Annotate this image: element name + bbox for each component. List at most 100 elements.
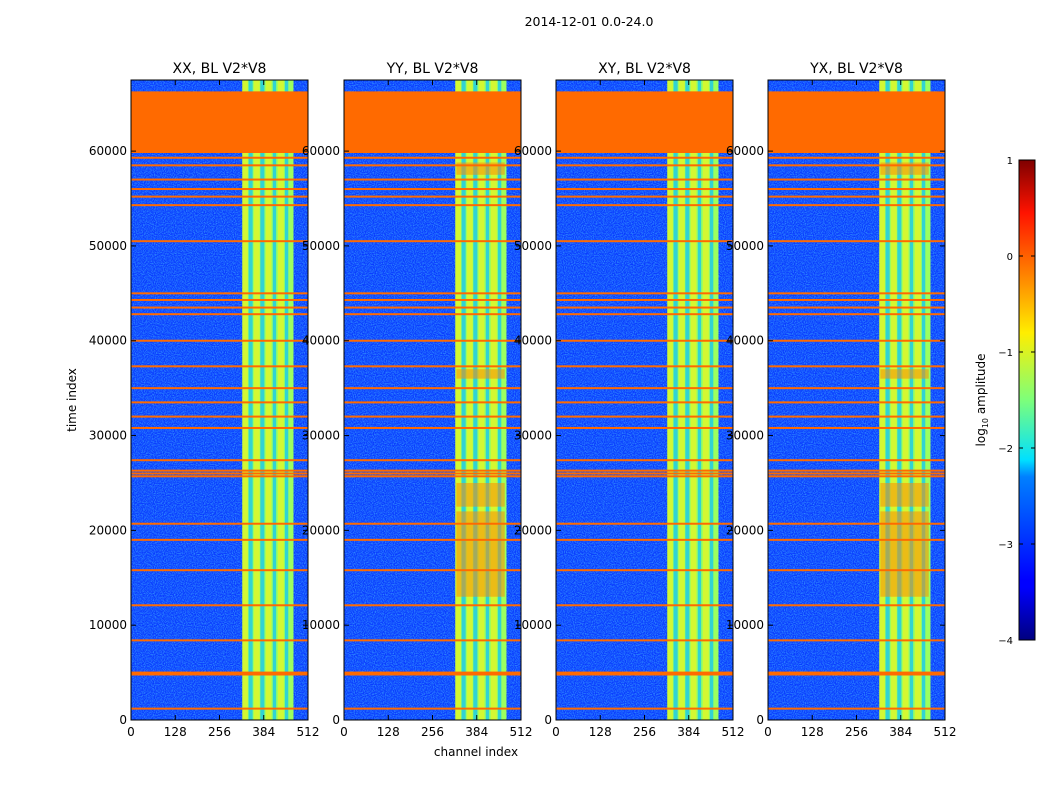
signal-band-gap <box>697 80 702 720</box>
panel-title: YY, BL V2*V8 <box>386 61 479 77</box>
x-tick-label: 384 <box>889 725 912 739</box>
flagged-row <box>768 469 945 472</box>
flagged-row <box>768 195 945 198</box>
colorbar-label-rest: amplitude <box>974 354 988 418</box>
flagged-row <box>556 156 733 159</box>
x-tick-label: 256 <box>633 725 656 739</box>
flagged-row <box>344 569 521 572</box>
flagged-row <box>768 707 945 710</box>
high-amplitude-patch <box>880 369 929 379</box>
flagged-row <box>556 306 733 309</box>
flagged-row <box>768 401 945 404</box>
flagged-row <box>344 387 521 390</box>
y-tick-label: 50000 <box>89 239 127 253</box>
signal-band-bright <box>265 80 272 720</box>
colorbar: 10−1−2−3−4 log10 amplitude <box>974 156 1036 647</box>
y-tick-label: 40000 <box>514 334 552 348</box>
flagged-row <box>768 164 945 167</box>
y-tick-label: 40000 <box>302 334 340 348</box>
flagged-row <box>556 188 733 191</box>
signal-band-bright <box>277 80 284 720</box>
flagged-row <box>344 164 521 167</box>
colorbar-tick-label: 0 <box>1007 252 1013 263</box>
flagged-row <box>556 472 733 475</box>
x-tick-label: 384 <box>252 725 275 739</box>
flagged-block <box>131 91 308 154</box>
flagged-row <box>131 306 308 309</box>
y-tick-label: 50000 <box>302 239 340 253</box>
flagged-row <box>556 538 733 541</box>
heatmap-image <box>131 80 308 720</box>
figure-suptitle: 2014-12-01 0.0-24.0 <box>525 14 654 29</box>
colorbar-tick-label: −1 <box>998 348 1013 359</box>
signal-band-gap <box>485 80 490 720</box>
y-tick-label: 60000 <box>514 144 552 158</box>
flagged-row <box>344 195 521 198</box>
colorbar-label: log10 amplitude <box>974 354 990 447</box>
flagged-row <box>556 469 733 472</box>
flagged-row <box>768 604 945 607</box>
flagged-row <box>556 204 733 207</box>
y-tick-label: 10000 <box>89 618 127 632</box>
y-tick-label: 30000 <box>89 429 127 443</box>
high-amplitude-patch <box>880 482 929 507</box>
signal-band-bright <box>879 80 885 720</box>
signal-band-bright <box>902 80 909 720</box>
signal-band-bright <box>490 80 497 720</box>
flagged-row <box>344 240 521 243</box>
colorbar-ticks: 1 0 −1 −2 −3 −4 <box>998 156 1035 647</box>
flagged-row <box>768 472 945 475</box>
heatmap-image <box>344 80 521 720</box>
signal-band-gap <box>709 80 714 720</box>
x-tick-label: 512 <box>297 725 320 739</box>
flagged-row <box>131 707 308 710</box>
x-tick-label: 128 <box>801 725 824 739</box>
y-tick-label: 60000 <box>89 144 127 158</box>
signal-band-gap <box>497 80 502 720</box>
high-amplitude-patch <box>456 482 505 507</box>
signal-band-bright <box>690 80 697 720</box>
high-amplitude-patch <box>880 511 929 597</box>
flagged-row <box>556 339 733 342</box>
flagged-row <box>131 204 308 207</box>
y-tick-label: 30000 <box>514 429 552 443</box>
flagged-row <box>768 415 945 418</box>
signal-band-gap <box>248 80 253 720</box>
flagged-row <box>344 604 521 607</box>
flagged-row <box>768 569 945 572</box>
panels: 0 128 256 384 512 0 10000 20000 30000 40000 50000 6… <box>89 61 957 739</box>
flagged-row <box>556 365 733 368</box>
flagged-row <box>768 313 945 316</box>
flagged-row <box>344 204 521 207</box>
signal-band-bright <box>679 80 685 720</box>
flagged-row <box>556 673 733 676</box>
x-tick-label: 256 <box>845 725 868 739</box>
flagged-row <box>131 472 308 475</box>
flagged-row <box>768 292 945 295</box>
flagged-row <box>131 522 308 525</box>
signal-band-gap <box>284 80 289 720</box>
signal-band-gap <box>272 80 277 720</box>
y-tick-label: 0 <box>544 713 552 727</box>
y-tick-label: 40000 <box>726 334 764 348</box>
flagged-row <box>344 188 521 191</box>
x-tick-label: 512 <box>722 725 745 739</box>
signal-band-gap <box>885 80 890 720</box>
x-tick-label: 128 <box>377 725 400 739</box>
panel-yy: 0 128 256 384 512 0 10000 20000 30000 40000 50000 6… <box>302 61 533 739</box>
flagged-row <box>344 538 521 541</box>
flagged-row <box>344 298 521 301</box>
y-tick-label: 20000 <box>514 523 552 537</box>
flagged-row <box>344 639 521 642</box>
flagged-row <box>768 204 945 207</box>
y-tick-label: 20000 <box>302 523 340 537</box>
x-tick-label: 256 <box>421 725 444 739</box>
flagged-row <box>768 538 945 541</box>
flagged-row <box>768 475 945 478</box>
x-tick-label: 0 <box>764 725 772 739</box>
y-tick-label: 0 <box>332 713 340 727</box>
y-tick-label: 30000 <box>302 429 340 443</box>
flagged-row <box>344 415 521 418</box>
flagged-row <box>556 604 733 607</box>
